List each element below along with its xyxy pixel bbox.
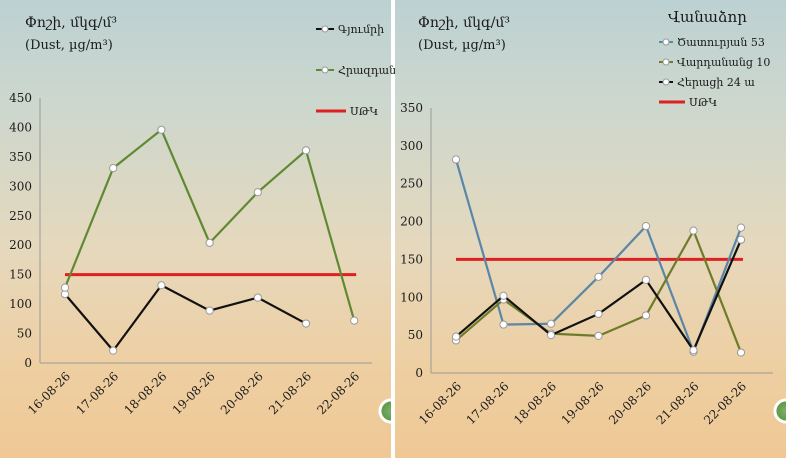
data-point [689, 346, 698, 355]
x-tick-label: 16-08-26 [416, 379, 464, 427]
y-tick-label: 0 [24, 356, 32, 370]
y-tick-label: 200 [9, 238, 32, 252]
logo-right [772, 396, 786, 426]
y-tick-label: 150 [9, 268, 32, 282]
series-line-0 [454, 159, 743, 355]
legend-marker [662, 38, 670, 46]
data-point [157, 125, 166, 134]
x-tick-label: 22-08-26 [314, 369, 362, 417]
data-point [205, 238, 214, 247]
data-point [499, 320, 508, 329]
y-tick-label: 100 [9, 297, 32, 311]
x-tick-label: 18-08-26 [511, 379, 559, 427]
data-point [205, 306, 214, 315]
data-point [253, 188, 262, 197]
x-tick-label: 22-08-26 [701, 379, 749, 427]
x-tick-label: 21-08-26 [266, 369, 314, 417]
y-tick-label: 50 [408, 328, 423, 342]
legend-label: Ծատուրյան 53 [677, 36, 765, 49]
y-tick-label: 400 [9, 120, 32, 134]
y-tick-label: 200 [400, 215, 423, 229]
data-point [594, 272, 603, 281]
series-line-1 [63, 128, 356, 321]
data-point [736, 235, 746, 244]
chart-title: Փոշի, մկգ/մ³ [418, 15, 510, 31]
data-point [689, 226, 698, 235]
y-tick-label: 250 [9, 209, 32, 223]
data-point [301, 146, 311, 155]
data-point [350, 316, 359, 325]
x-tick-label: 21-08-26 [654, 379, 702, 427]
x-tick-label: 18-08-26 [121, 369, 169, 417]
legend-label: Գյումրի [338, 23, 384, 36]
y-tick-label: 300 [9, 179, 32, 193]
data-point [301, 319, 311, 328]
x-tick-label: 20-08-26 [218, 369, 266, 417]
legend-label: ՍԹԿ [689, 96, 717, 109]
x-tick-label: 17-08-26 [73, 369, 121, 417]
data-point [736, 348, 746, 357]
chart-title: Փոշի, մկգ/մ³ [25, 15, 117, 31]
data-point [594, 331, 603, 340]
x-tick-label: 16-08-26 [25, 369, 73, 417]
data-point [641, 222, 651, 231]
y-tick-label: 100 [400, 290, 423, 304]
y-tick-label: 300 [400, 139, 423, 153]
legend-marker [662, 58, 670, 66]
x-tick-label: 20-08-26 [606, 379, 654, 427]
legend-label: Հերացի 24 ա [677, 76, 755, 89]
y-tick-label: 50 [17, 327, 32, 341]
legend-marker [662, 78, 670, 86]
chart-subtitle: (Dust, µg/m³) [25, 38, 113, 53]
data-point [641, 311, 651, 320]
y-tick-label: 450 [9, 91, 32, 105]
data-point [451, 155, 461, 164]
chart-subtitle: (Dust, µg/m³) [418, 38, 506, 53]
chart-right: Փոշի, մկգ/մ³ (Dust, µg/m³) 0 50 100 150 200 250… [400, 8, 773, 427]
legend-label: Վարդանանց 10 [677, 56, 770, 69]
data-point [736, 223, 746, 232]
data-point [109, 163, 118, 173]
data-point [546, 331, 556, 340]
data-point [109, 346, 118, 355]
legend-label: ՍԹԿ [350, 105, 378, 118]
data-point [451, 332, 461, 341]
y-tick-label: 250 [400, 177, 423, 191]
y-tick-label: 150 [400, 252, 423, 266]
x-tick-label: 19-08-26 [170, 369, 218, 417]
data-point [253, 293, 262, 302]
data-point [641, 275, 651, 284]
legend-marker [321, 25, 329, 33]
x-tick-label: 19-08-26 [559, 379, 607, 427]
legend-label: Հրազդան [338, 64, 396, 77]
y-tick-label: 350 [9, 150, 32, 164]
y-tick-label: 0 [415, 366, 423, 380]
data-point [157, 281, 166, 290]
x-tick-label: 17-08-26 [464, 379, 512, 427]
chart-panel-right: Փոշի, մկգ/մ³ (Dust, µg/m³) 0 50 100 150 200 250… [395, 0, 786, 458]
data-point [499, 291, 508, 300]
data-point [546, 319, 556, 328]
data-point [60, 283, 70, 292]
y-tick-label: 350 [400, 101, 423, 115]
chart-panel-left: Փոշի, մկգ/մ³ (Dust, µg/m³) 0 50 100 150 200 250… [0, 0, 396, 458]
logo-left [377, 396, 391, 426]
legend-title: Վանաձոր [668, 8, 747, 26]
chart-left: Փոշի, մկգ/մ³ (Dust, µg/m³) 0 50 100 150 200 250… [9, 15, 396, 417]
data-point [594, 309, 603, 319]
series-line-0 [64, 283, 307, 353]
legend-marker [321, 66, 329, 74]
